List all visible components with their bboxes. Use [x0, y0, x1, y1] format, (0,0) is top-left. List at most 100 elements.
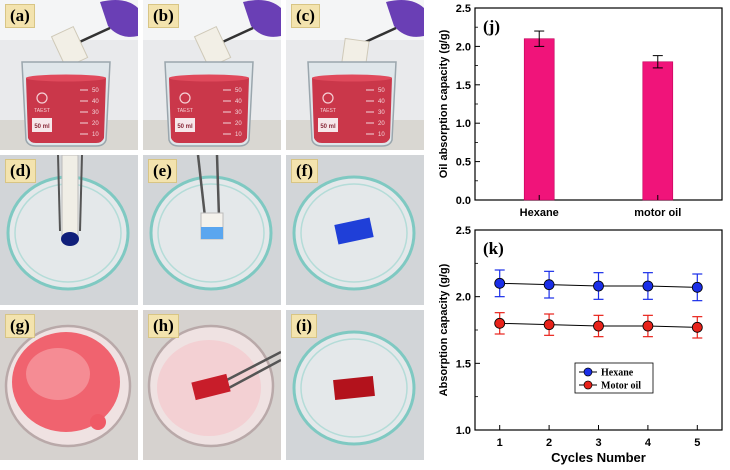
chart-j-y-tick-label: 1.5 [456, 80, 471, 92]
chart-j-bars [523, 30, 674, 201]
chart-j-y-tick-label: 1.0 [456, 118, 471, 130]
beaker-volume-text: 50 ml [320, 124, 336, 130]
photo-image [143, 155, 281, 305]
chart-j-y-axis-title: Oil absorption capacity (g/g) [438, 29, 450, 178]
glove-shape [243, 0, 281, 37]
photo-panel-d: (d) [0, 155, 138, 305]
chart-k-legend-label: Motor oil [601, 381, 641, 392]
photo-panel-e: (e) [143, 155, 281, 305]
glove-shape [386, 0, 424, 37]
chart-k-x-tick-label: 4 [645, 437, 652, 449]
chart-k-data-point [543, 279, 555, 291]
chart-j-y-tick-label: 0.0 [456, 195, 471, 207]
photo-panel-label: (e) [148, 159, 177, 183]
chart-j-y-tick-label: 0.5 [456, 157, 471, 169]
beaker-scale-number: 40 [378, 99, 385, 105]
chart-j-y-tick-label: 2.0 [456, 41, 471, 53]
chart-j-x-ticks: Hexane motor oil [520, 195, 681, 219]
chart-k-y-tick-label: 1.5 [456, 358, 471, 370]
glove-shape [100, 0, 138, 37]
chart-j-y-ticks: 0.0 0.5 1.0 1.5 2.0 2.5 [456, 3, 480, 207]
chart-k-x-axis-title: Cycles Number [551, 450, 646, 465]
beaker-volume-text: 50 ml [177, 124, 193, 130]
photo-panel-a: TAEST 50 ml 50 40 30 20 10 (a) [0, 0, 138, 150]
photo-panel-label: (i) [291, 314, 318, 338]
chart-k-y-tick-label: 2.5 [456, 225, 471, 237]
photo-panel-label: (f) [291, 159, 318, 183]
photo-panel-label: (h) [148, 314, 179, 338]
chart-k-data-point [494, 317, 506, 329]
photo-panel-i: (i) [286, 310, 424, 460]
chart-k-data-point [691, 321, 703, 333]
photo-image [286, 310, 424, 460]
chart-k-x-tick-label: 1 [497, 437, 503, 449]
beaker-scale-number: 20 [235, 121, 242, 127]
photo-image: TAEST 50 ml 50 40 30 20 10 [143, 0, 281, 150]
photo-panel-g: (g) [0, 310, 138, 460]
chart-k-data-point [593, 280, 604, 292]
beaker-scale-number: 20 [378, 121, 385, 127]
red-sponge-shape [333, 375, 375, 401]
beaker-scale-number: 10 [92, 132, 99, 138]
photo-panel-label: (a) [5, 4, 35, 28]
photo-image: TAEST 50 ml 50 40 30 20 10 [0, 0, 138, 150]
beaker-scale-number: 10 [378, 132, 385, 138]
chart-j-x-tick-label: Hexane [520, 207, 559, 219]
chart-k-data-point [642, 280, 654, 292]
beaker-scale-number: 40 [92, 99, 99, 105]
chart-k: (k) Absorption capacity (g/g) Cycles Num… [438, 225, 723, 465]
chart-k-data-point [543, 319, 555, 331]
chart-k-y-tick-label: 2.0 [456, 292, 471, 304]
chart-k-series [494, 269, 703, 339]
photo-image [0, 310, 138, 460]
beaker-scale-number: 50 [378, 88, 385, 94]
chart-j-frame [474, 7, 723, 201]
chart-k-legend-marker [583, 367, 593, 377]
chart-j-panel-label: (j) [483, 17, 500, 36]
chart-j-bar [523, 38, 555, 201]
beaker-brand-text: TAEST [34, 108, 50, 114]
chart-k-data-point [593, 320, 604, 332]
beaker-scale-number: 10 [235, 132, 242, 138]
chart-k-legend: Hexane Motor oil [574, 362, 654, 394]
chart-k-x-tick-label: 5 [694, 437, 700, 449]
chart-k-y-axis-title: Absorption capacity (g/g) [438, 263, 450, 396]
photo-panel-f: (f) [286, 155, 424, 305]
beaker-scale-number: 50 [92, 88, 99, 94]
photo-panel-c: TAEST 50 ml 50 40 30 20 10 (c) [286, 0, 424, 150]
photo-panel-label: (d) [5, 159, 36, 183]
chart-k-data-point [642, 320, 654, 332]
photo-panel-label: (g) [5, 314, 35, 338]
beaker-scale-number: 30 [378, 110, 385, 116]
beaker-scale-number: 20 [92, 121, 99, 127]
photo-image [143, 310, 281, 460]
beaker-brand-text: TAEST [320, 108, 336, 114]
blue-sponge-shape [334, 217, 374, 245]
chart-j: (j) Oil absorption capacity (g/g) 0.0 0.5… [438, 3, 723, 219]
photo-panel-b: TAEST 50 ml 50 40 30 20 10 (b) [143, 0, 281, 150]
chart-k-panel-label: (k) [483, 239, 504, 258]
chart-j-x-tick-label: motor oil [634, 207, 681, 219]
beaker-volume-text: 50 ml [34, 124, 50, 130]
chart-j-bar [642, 61, 674, 201]
beaker-scale-number: 40 [235, 99, 242, 105]
beaker-scale-number: 30 [235, 110, 242, 116]
chart-k-data-point [494, 277, 506, 289]
dye-drop-shape [61, 232, 79, 246]
chart-k-y-tick-label: 1.0 [456, 425, 471, 437]
chart-k-data-point [691, 281, 703, 293]
beaker-scale-number: 50 [235, 88, 242, 94]
chart-k-legend-label: Hexane [601, 368, 634, 379]
photo-panel-label: (b) [148, 4, 179, 28]
chart-k-x-ticks: 1 2 3 4 5 [497, 425, 700, 449]
photo-panel-label: (c) [291, 4, 320, 28]
beaker-brand-text: TAEST [177, 108, 193, 114]
chart-k-x-tick-label: 2 [546, 437, 552, 449]
chart-j-y-tick-label: 2.5 [456, 3, 471, 15]
chart-k-x-tick-label: 3 [595, 437, 601, 449]
chart-k-y-ticks: 1.0 1.5 2.0 2.5 [456, 225, 480, 437]
chart-k-legend-marker [583, 380, 593, 390]
beaker-scale-number: 30 [92, 110, 99, 116]
photo-panel-h: (h) [143, 310, 281, 460]
